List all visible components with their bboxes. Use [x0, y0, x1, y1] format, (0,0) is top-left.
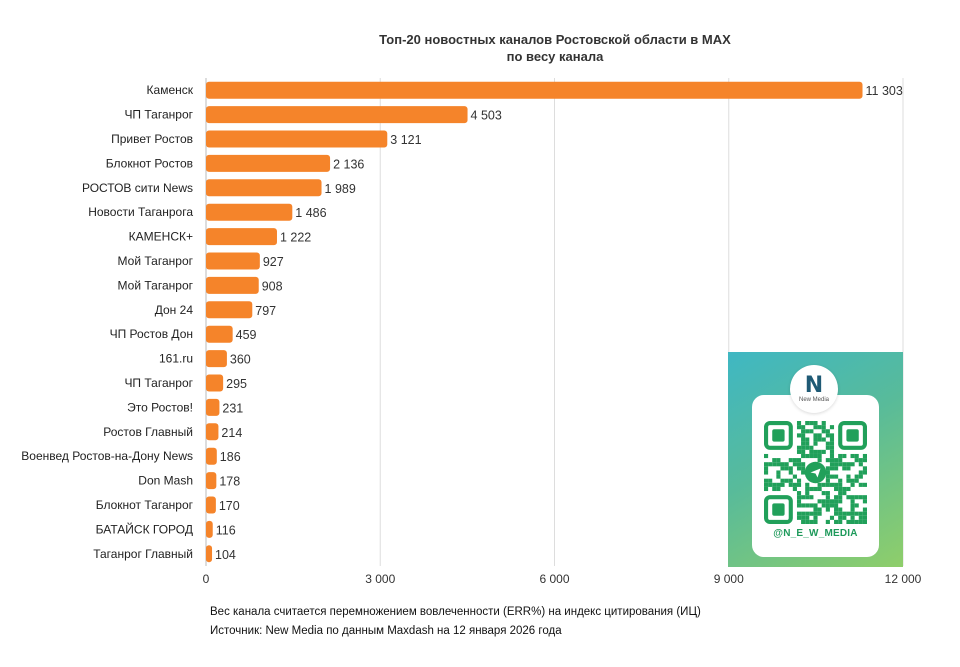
footnote-method: Вес канала считается перемножением вовле… [210, 606, 701, 618]
bar [206, 203, 293, 221]
x-tick-label: 9 000 [714, 572, 744, 586]
bar [206, 130, 388, 148]
new-media-logo: N New Media [790, 365, 838, 413]
bar [206, 423, 219, 441]
value-label: 104 [215, 548, 236, 562]
category-label: КАМЕНСК+ [129, 230, 193, 244]
category-label: Каменск [147, 83, 194, 97]
bar [206, 374, 224, 392]
bar [206, 350, 227, 368]
category-label: Новости Таганрога [88, 205, 193, 219]
chart-subtitle: по весу канала [507, 49, 604, 64]
value-label: 116 [216, 523, 236, 537]
bar [206, 179, 322, 197]
value-label: 214 [221, 426, 242, 440]
footnote-source: Источник: New Media по данным Maxdash на… [210, 625, 562, 637]
value-label: 360 [230, 353, 251, 367]
x-axis-ticks: 0 3 000 6 000 9 000 12 000 [203, 572, 922, 586]
bar-chart: Топ-20 новостных каналов Ростовской обла… [21, 32, 922, 586]
value-label: 908 [262, 279, 283, 293]
logo-text: New Media [799, 396, 830, 403]
value-label: 178 [219, 475, 240, 489]
x-tick-label: 6 000 [539, 572, 569, 586]
x-tick-label: 12 000 [885, 572, 922, 586]
value-label: 170 [219, 499, 240, 513]
category-label: Мой Таганрог [118, 278, 194, 292]
bars: Каменск 11 303 ЧП Таганрог 4 503 Привет Рост… [21, 81, 903, 563]
value-label: 1 222 [280, 231, 311, 245]
value-label: 4 503 [471, 109, 502, 123]
category-label: Дон 24 [155, 303, 194, 317]
value-label: 1 989 [325, 182, 356, 196]
value-label: 1 486 [295, 206, 326, 220]
value-label: 11 303 [866, 84, 903, 98]
qr-code-icon [764, 421, 867, 524]
category-label: Таганрог Главный [93, 547, 193, 561]
x-tick-label: 3 000 [365, 572, 395, 586]
category-label: 161.ru [159, 352, 193, 366]
category-label: Привет Ростов [111, 132, 193, 146]
qr-code-panel[interactable]: @N_E_W_MEDIA [752, 395, 879, 557]
bar [206, 106, 468, 124]
value-label: 2 136 [333, 157, 364, 171]
category-label: Военвед Ростов-на-Дону News [21, 449, 193, 463]
value-label: 231 [222, 401, 243, 415]
bar [206, 301, 253, 319]
value-label: 797 [255, 304, 276, 318]
category-label: Мой Таганрог [118, 254, 194, 268]
bar [206, 447, 217, 465]
x-tick-label: 0 [203, 572, 210, 586]
category-label: РОСТОВ сити News [82, 181, 193, 195]
bar [206, 520, 213, 538]
bar [206, 496, 216, 514]
bar [206, 276, 259, 294]
bar [206, 545, 213, 563]
value-label: 459 [236, 328, 257, 342]
category-label: Блокнот Таганрог [96, 498, 194, 512]
category-label: ЧП Таганрог [124, 376, 193, 390]
bar [206, 81, 863, 99]
chart-title: Топ-20 новостных каналов Ростовской обла… [379, 32, 731, 47]
value-label: 3 121 [390, 133, 421, 147]
category-label: ЧП Таганрог [124, 108, 193, 122]
value-label: 927 [263, 255, 284, 269]
category-label: Don Mash [138, 474, 193, 488]
qr-promo-card[interactable]: @N_E_W_MEDIA N New Media [728, 352, 903, 567]
category-label: Ростов Главный [103, 425, 193, 439]
value-label: 295 [226, 377, 247, 391]
qr-handle-label: @N_E_W_MEDIA [773, 528, 858, 539]
category-label: ЧП Ростов Дон [110, 327, 193, 341]
bar [206, 154, 331, 172]
bar [206, 398, 220, 416]
bar [206, 325, 233, 343]
bar [206, 472, 217, 490]
bar [206, 252, 260, 270]
category-label: Блокнот Ростов [106, 156, 193, 170]
logo-mark: N [804, 372, 824, 398]
bar [206, 228, 277, 246]
value-label: 186 [220, 450, 241, 464]
category-label: Это Ростов! [127, 400, 193, 414]
category-label: БАТАЙСК ГОРОД [96, 521, 193, 536]
